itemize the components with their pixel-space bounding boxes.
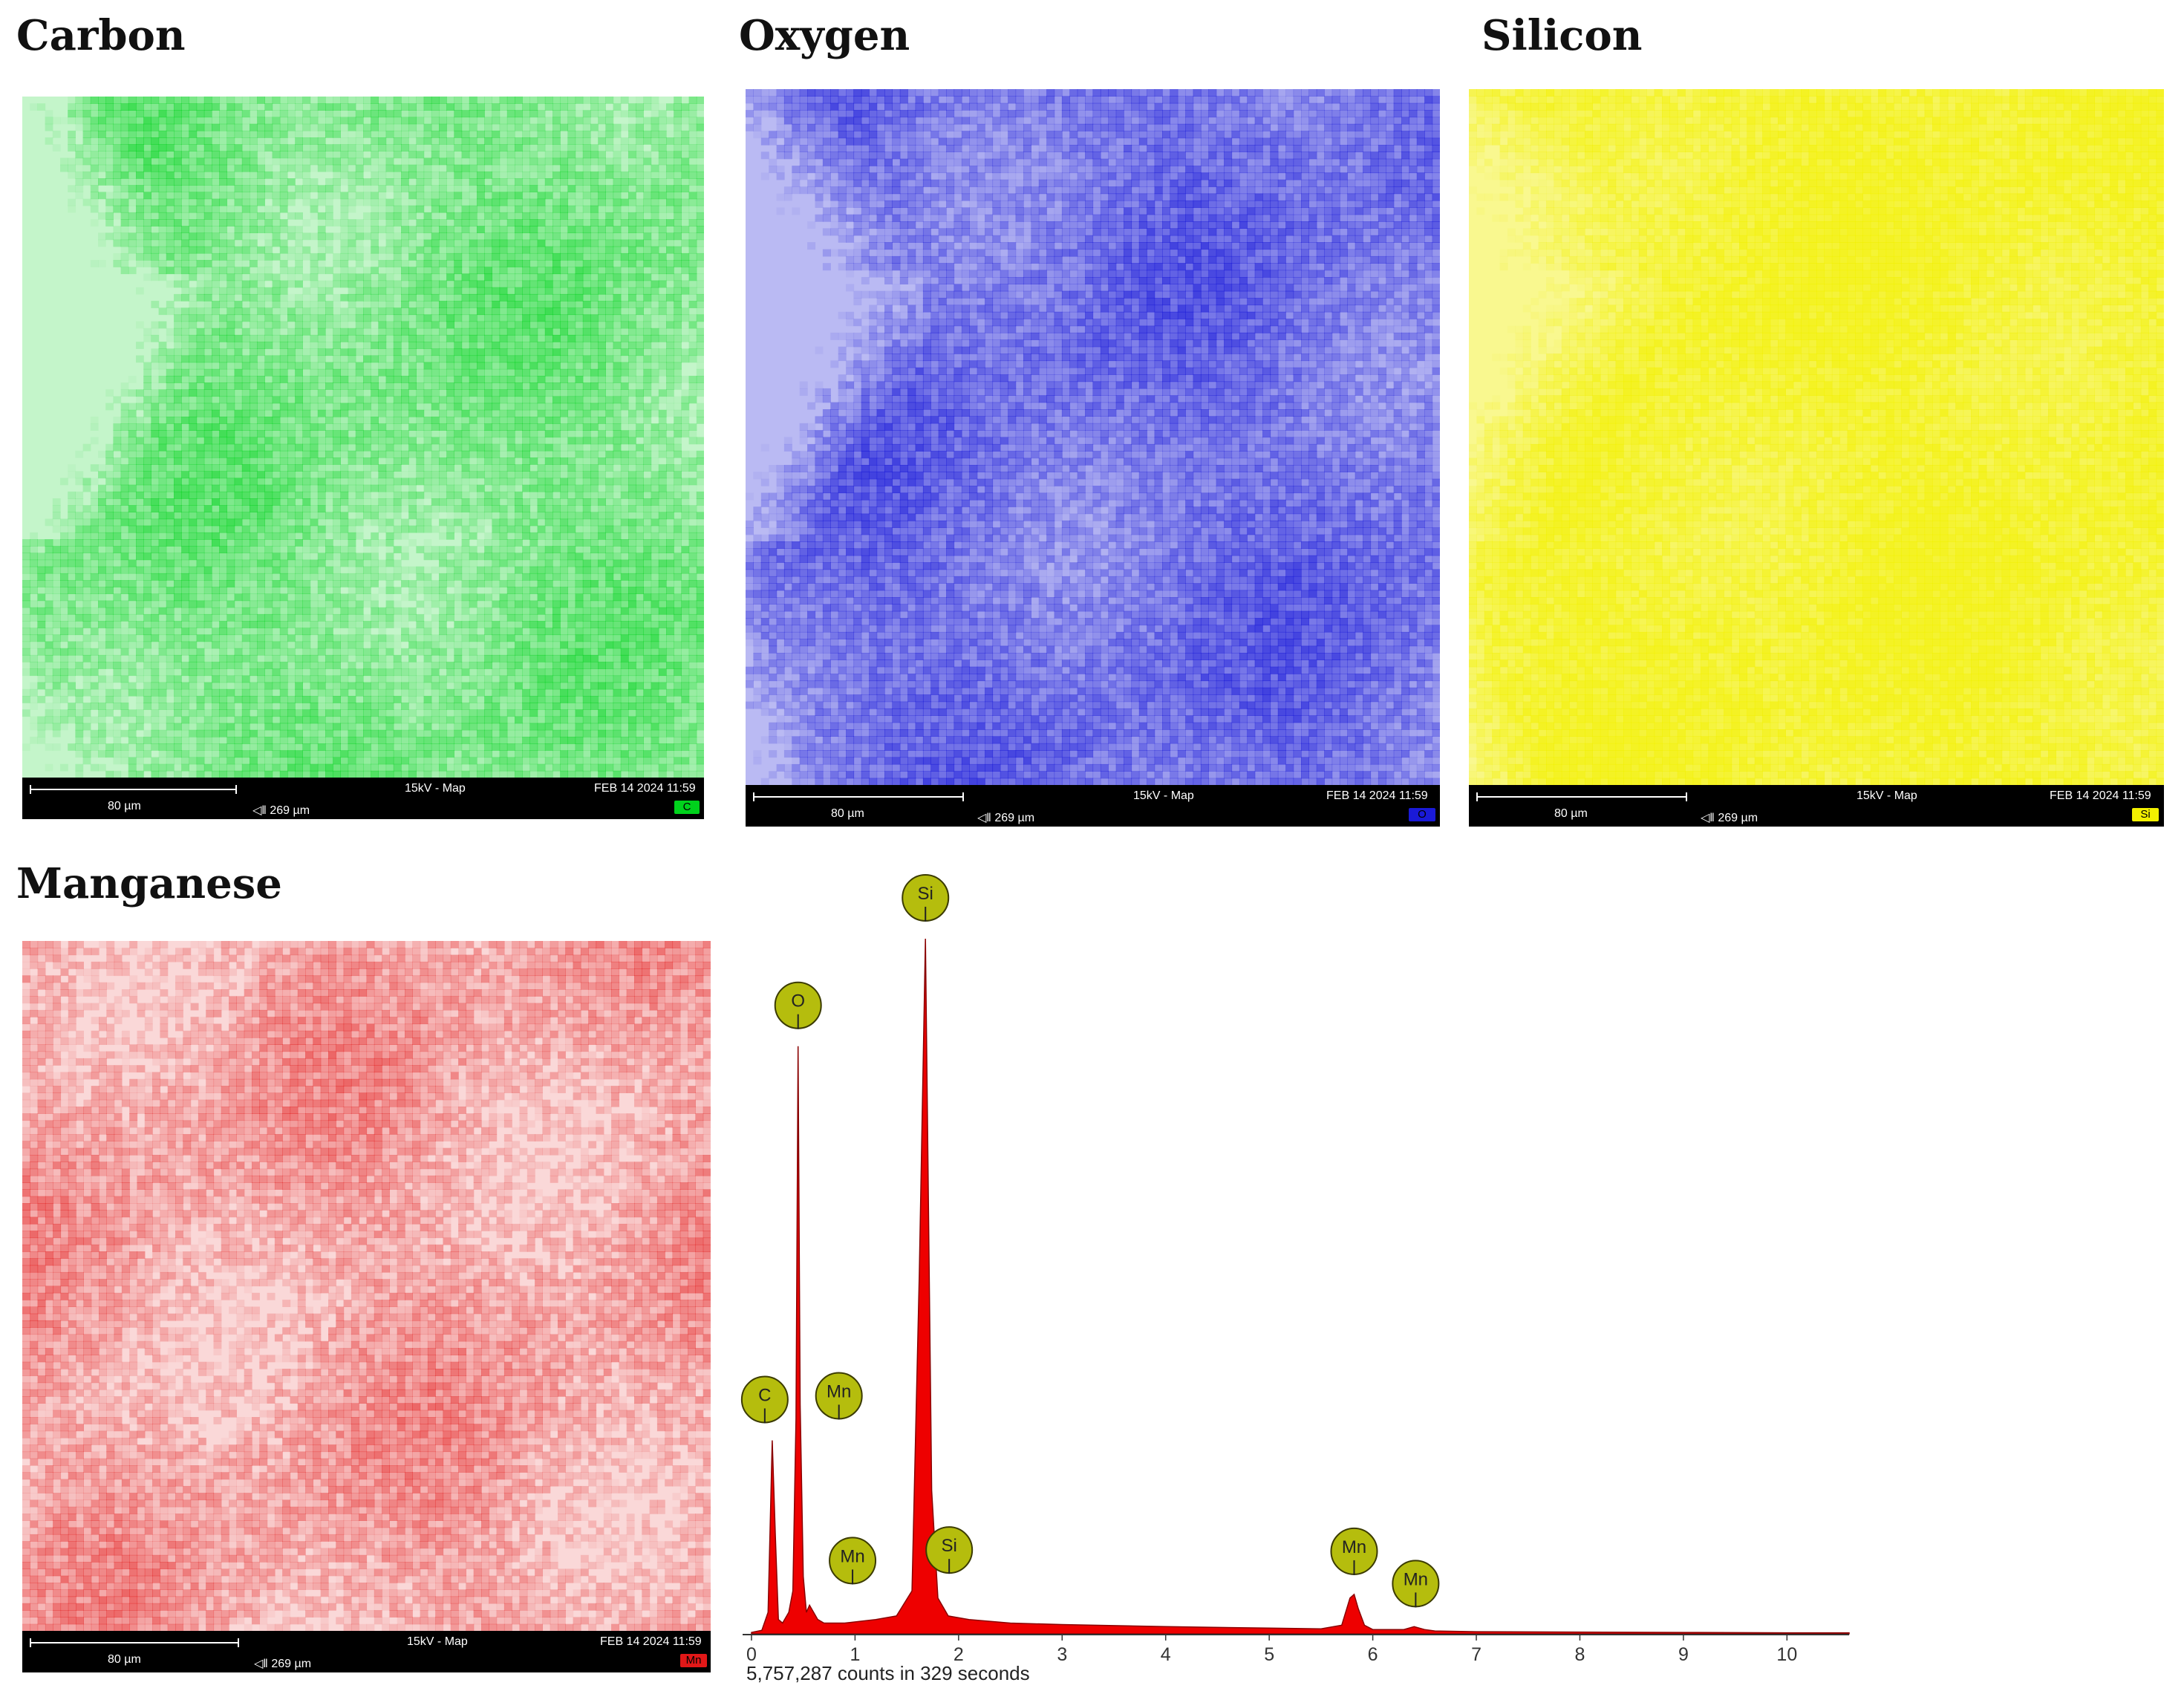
x-tick-label: 1 bbox=[850, 1644, 860, 1665]
scale-bar bbox=[1476, 792, 1687, 801]
field-of-view-label: ◁‖ 269 µm bbox=[977, 810, 1034, 825]
carbon-map: 80 µm ◁‖ 269 µm 15kV - Map FEB 14 2024 1… bbox=[22, 97, 704, 819]
scale-bar bbox=[30, 1638, 239, 1647]
field-of-view-label: ◁‖ 269 µm bbox=[254, 1656, 311, 1671]
x-tick-label: 3 bbox=[1057, 1644, 1067, 1665]
oxygen-map-title: Oxygen bbox=[739, 15, 910, 56]
x-tick-label: 5 bbox=[1264, 1644, 1274, 1665]
peak-label-text: Mn bbox=[1404, 1569, 1428, 1589]
silicon-map-title: Silicon bbox=[1481, 15, 1642, 56]
peak-label-text: Mn bbox=[827, 1381, 851, 1401]
map-pixels bbox=[1469, 89, 2164, 785]
manganese-map-infobar: 80 µm ◁‖ 269 µm 15kV - Map FEB 14 2024 1… bbox=[22, 1631, 711, 1672]
x-ticks: 0 1 2 3 4 5 6 7 8 9 10 bbox=[746, 1635, 1797, 1665]
peak-label-badge: Mn bbox=[829, 1537, 877, 1585]
peak-label-text: Mn bbox=[1342, 1537, 1366, 1557]
x-tick-label: 8 bbox=[1575, 1644, 1585, 1665]
counts-caption: 5,757,287 counts in 329 seconds bbox=[746, 1662, 1030, 1684]
peak-label-text: C bbox=[758, 1385, 771, 1405]
peak-label-badges: Si O C Mn Mn Si Mn Mn bbox=[740, 873, 1440, 1608]
acquisition-mode-label: 15kV - Map bbox=[1133, 789, 1194, 803]
map-pixels bbox=[22, 97, 704, 778]
element-badge: Mn bbox=[680, 1654, 707, 1667]
scale-bar bbox=[753, 792, 964, 801]
eds-spectrum-plot: 0 1 2 3 4 5 6 7 8 9 10 Si O C Mn Mn Si Mn Mn 5,757,287 co… bbox=[740, 873, 1850, 1684]
field-of-view-label: ◁‖ 269 µm bbox=[252, 803, 310, 818]
field-of-view-label: ◁‖ 269 µm bbox=[1701, 810, 1758, 825]
acquisition-date-label: FEB 14 2024 11:59 bbox=[1326, 789, 1428, 803]
peak-label-text: O bbox=[791, 991, 805, 1011]
manganese-map-image bbox=[22, 941, 711, 1631]
oxygen-map-image bbox=[746, 89, 1440, 785]
oxygen-map-infobar: 80 µm ◁‖ 269 µm 15kV - Map FEB 14 2024 1… bbox=[746, 785, 1440, 827]
scale-bar-label: 80 µm bbox=[1554, 807, 1588, 821]
element-badge: Si bbox=[2132, 808, 2159, 821]
manganese-map-title: Manganese bbox=[16, 863, 282, 905]
peak-label-text: Mn bbox=[840, 1546, 864, 1566]
oxygen-map: 80 µm ◁‖ 269 µm 15kV - Map FEB 14 2024 1… bbox=[746, 89, 1440, 827]
x-tick-label: 0 bbox=[746, 1644, 757, 1665]
eds-spectrum-chart: 0 1 2 3 4 5 6 7 8 9 10 Si O C Mn Mn Si Mn Mn 5,757,287 co… bbox=[731, 847, 1875, 1694]
carbon-map-image bbox=[22, 97, 704, 778]
scale-bar-label: 80 µm bbox=[108, 1653, 141, 1667]
peak-label-badge: Si bbox=[902, 873, 950, 922]
peak-label-badge: Mn bbox=[815, 1372, 863, 1420]
peak-label-badge: Mn bbox=[1392, 1560, 1440, 1608]
peak-label-text: Si bbox=[941, 1536, 956, 1556]
acquisition-mode-label: 15kV - Map bbox=[405, 782, 466, 795]
x-tick-label: 10 bbox=[1776, 1644, 1797, 1665]
x-tick-label: 4 bbox=[1161, 1644, 1171, 1665]
acquisition-date-label: FEB 14 2024 11:59 bbox=[2050, 789, 2151, 803]
spectrum-area bbox=[751, 938, 1850, 1635]
acquisition-date-label: FEB 14 2024 11:59 bbox=[594, 782, 696, 795]
x-tick-label: 2 bbox=[954, 1644, 964, 1665]
peak-label-badge: O bbox=[774, 981, 822, 1029]
acquisition-date-label: FEB 14 2024 11:59 bbox=[600, 1635, 702, 1649]
silicon-map-image bbox=[1469, 89, 2164, 785]
element-badge: O bbox=[1409, 808, 1435, 821]
carbon-map-infobar: 80 µm ◁‖ 269 µm 15kV - Map FEB 14 2024 1… bbox=[22, 778, 704, 819]
peak-label-badge: Si bbox=[925, 1526, 974, 1574]
carbon-map-title: Carbon bbox=[16, 15, 186, 56]
acquisition-mode-label: 15kV - Map bbox=[407, 1635, 468, 1649]
scale-bar-label: 80 µm bbox=[108, 800, 141, 813]
scale-bar-label: 80 µm bbox=[831, 807, 864, 821]
peak-label-badge: C bbox=[740, 1375, 789, 1424]
silicon-map: 80 µm ◁‖ 269 µm 15kV - Map FEB 14 2024 1… bbox=[1469, 89, 2164, 827]
x-tick-label: 7 bbox=[1471, 1644, 1481, 1665]
manganese-map: 80 µm ◁‖ 269 µm 15kV - Map FEB 14 2024 1… bbox=[22, 941, 711, 1672]
x-tick-label: 6 bbox=[1368, 1644, 1378, 1665]
x-tick-label: 9 bbox=[1678, 1644, 1689, 1665]
map-pixels bbox=[746, 89, 1440, 785]
peak-label-badge: Mn bbox=[1330, 1527, 1378, 1575]
element-badge: C bbox=[674, 801, 700, 814]
peak-label-text: Si bbox=[918, 884, 933, 904]
scale-bar bbox=[30, 785, 237, 794]
map-pixels bbox=[22, 941, 711, 1631]
acquisition-mode-label: 15kV - Map bbox=[1857, 789, 1917, 803]
silicon-map-infobar: 80 µm ◁‖ 269 µm 15kV - Map FEB 14 2024 1… bbox=[1469, 785, 2164, 827]
